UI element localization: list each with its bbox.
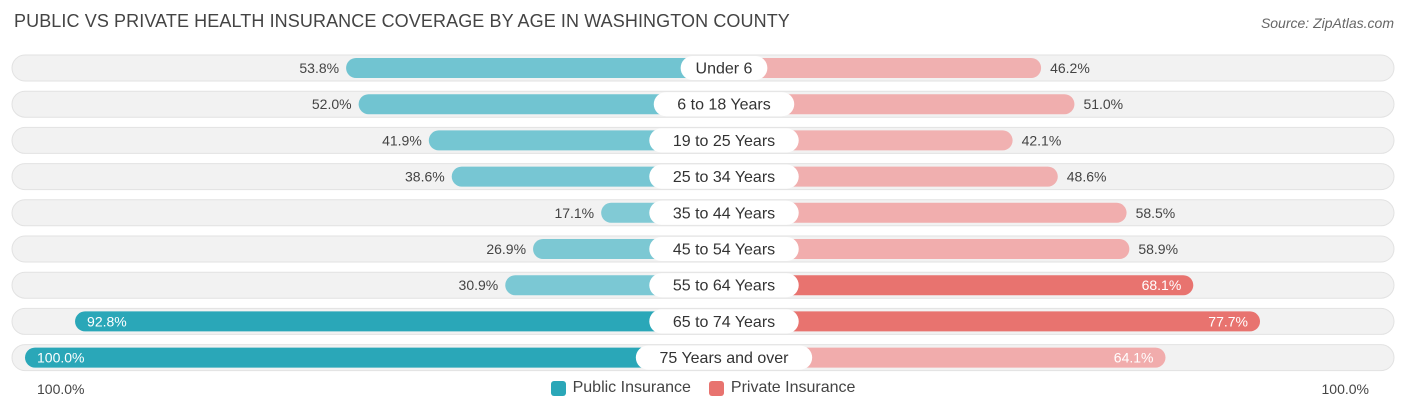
category-pill [635, 345, 813, 370]
value-label-private: 77.7% [1208, 313, 1248, 329]
bar-private [720, 275, 1194, 296]
axis-right-label: 100.0% [1321, 381, 1369, 397]
category-pill [649, 309, 799, 334]
category-label: 25 to 34 Years [673, 169, 775, 186]
legend-label-private: Private Insurance [730, 379, 856, 396]
category-label: 6 to 18 Years [677, 97, 770, 114]
value-label-private: 64.1% [1114, 350, 1154, 366]
value-label-private: 48.6% [1067, 169, 1107, 185]
value-label-private: 42.1% [1022, 132, 1062, 148]
bar-public [75, 311, 721, 332]
category-label: Under 6 [696, 61, 753, 78]
axis-left-label: 100.0% [37, 381, 85, 397]
category-label: 35 to 44 Years [673, 205, 775, 222]
category-label: 19 to 25 Years [673, 133, 775, 150]
category-pill [680, 56, 768, 80]
value-label-public: 30.9% [459, 277, 499, 293]
legend-item-public: Public Insurance [550, 379, 691, 397]
legend-label-public: Public Insurance [572, 379, 691, 396]
bar-private [720, 94, 1075, 115]
value-label-public: 17.1% [554, 205, 594, 221]
category-pill [649, 128, 799, 153]
category-pill [649, 164, 799, 189]
bar-private [720, 166, 1058, 187]
category-label: 55 to 64 Years [673, 278, 775, 295]
value-label-public: 41.9% [382, 132, 422, 148]
bar-private [720, 239, 1130, 259]
category-label: 75 Years and over [660, 350, 790, 367]
value-label-private: 68.1% [1142, 277, 1182, 293]
bar-private [720, 58, 1042, 78]
value-label-public: 26.9% [486, 241, 526, 257]
legend-item-private: Private Insurance [708, 379, 856, 397]
category-pill [649, 237, 799, 261]
bar-private [720, 347, 1166, 368]
category-pill [649, 200, 799, 225]
value-label-public: 53.8% [299, 60, 339, 76]
legend-swatch-public [550, 380, 566, 396]
chart-source: Source: ZipAtlas.com [1260, 15, 1394, 31]
bar-public [358, 94, 720, 115]
bar-private [720, 311, 1261, 332]
value-label-public: 100.0% [37, 350, 84, 366]
bar-public [25, 347, 720, 368]
bar-private [720, 202, 1127, 223]
chart-title: PUBLIC VS PRIVATE HEALTH INSURANCE COVER… [14, 11, 790, 31]
legend: Public Insurance Private Insurance [0, 379, 1406, 397]
bar-public [428, 130, 720, 151]
category-pill [653, 92, 795, 117]
legend-swatch-private [708, 380, 724, 396]
value-label-public: 38.6% [405, 169, 445, 185]
bar-public [346, 58, 720, 78]
value-label-private: 46.2% [1050, 60, 1090, 76]
category-label: 45 to 54 Years [673, 242, 775, 259]
value-label-public: 52.0% [312, 96, 352, 112]
value-label-private: 58.9% [1138, 241, 1178, 257]
category-label: 65 to 74 Years [673, 314, 775, 331]
value-label-public: 92.8% [87, 313, 127, 329]
category-pill [649, 273, 799, 298]
value-label-private: 58.5% [1136, 205, 1176, 221]
value-label-private: 51.0% [1083, 96, 1123, 112]
